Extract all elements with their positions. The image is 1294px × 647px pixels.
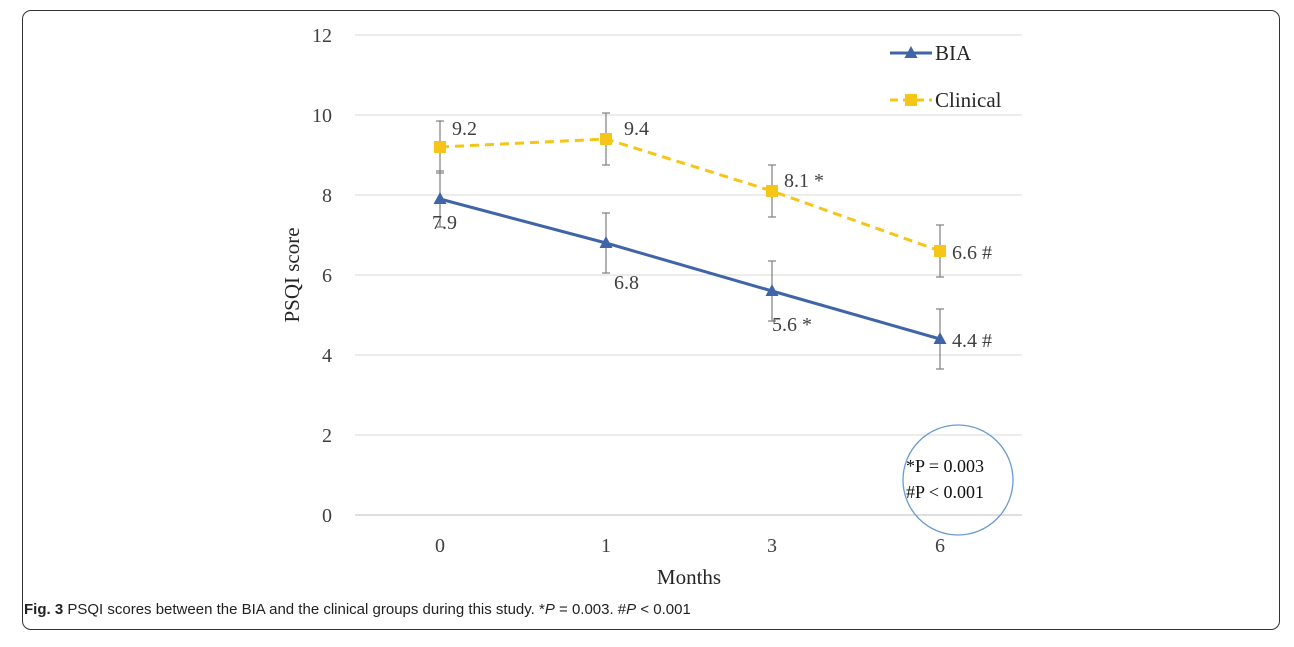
x-axis-title: Months [657,565,721,589]
line-chart: 0 2 4 6 8 10 12 0 1 3 6 Months PSQI score 7.9 6.8 5.6 … [280,25,1022,589]
y-tick-label: 10 [312,105,332,127]
x-tick-label: 0 [435,535,445,557]
legend-label-clinical: Clinical [935,88,1002,112]
bia-data-point [765,284,779,296]
y-tick-label: 8 [322,185,332,207]
figure-frame [22,10,1280,630]
bia-data-label: 6.8 [614,272,639,294]
clinical-data-label: 8.1 * [784,170,824,192]
caption-p-symbol-2: P [626,601,637,618]
caption-text-3: < 0.001 [636,601,691,618]
annotation-line-2: #P < 0.001 [906,482,984,502]
clinical-data-label: 9.4 [624,118,649,140]
clinical-data-label: 9.2 [452,118,477,140]
legend-marker-clinical [905,94,917,106]
x-tick-label: 6 [935,535,945,557]
significance-annotation: *P = 0.003 #P < 0.001 [902,424,1014,536]
caption-p-symbol-1: P [544,601,555,618]
legend-marker-bia [904,46,918,58]
y-tick-label: 2 [322,425,332,447]
annotation-circle [902,424,1014,536]
y-axis-title: PSQI score [280,227,304,322]
caption-label: Fig. 3 [24,601,64,618]
figure-caption: Fig. 3 PSQI scores between the BIA and t… [24,601,691,618]
caption-text-2: = 0.003. # [554,601,627,618]
y-tick-label: 12 [312,25,332,47]
clinical-data-point [600,133,612,145]
x-tick-label: 1 [601,535,611,557]
bia-data-point [933,332,947,344]
bia-data-point [599,236,613,248]
bia-data-label: 5.6 * [772,314,812,336]
bia-data-label: 7.9 [432,212,457,234]
y-tick-label: 0 [322,505,332,527]
clinical-data-point [434,141,446,153]
clinical-data-point [934,245,946,257]
legend: BIA Clinical [890,41,1002,112]
bia-data-point [433,192,447,204]
annotation-line-1: *P = 0.003 [906,456,984,476]
axis-labels: 0 2 4 6 8 10 12 0 1 3 6 Months PSQI score [280,25,945,589]
y-tick-label: 6 [322,265,332,287]
clinical-data-label: 6.6 # [952,242,992,264]
series-layer: 7.9 6.8 5.6 * 4.4 # 9.2 9.4 8.1 * 6.6 # [432,112,992,370]
clinical-series-line [439,137,941,253]
bia-series-line [439,197,941,341]
gridlines [355,34,1022,516]
caption-text-1: PSQI scores between the BIA and the clin… [63,601,545,618]
x-tick-label: 3 [767,535,777,557]
clinical-data-point [766,185,778,197]
y-tick-label: 4 [322,345,332,367]
bia-data-label: 4.4 # [952,330,992,352]
legend-label-bia: BIA [935,41,972,65]
